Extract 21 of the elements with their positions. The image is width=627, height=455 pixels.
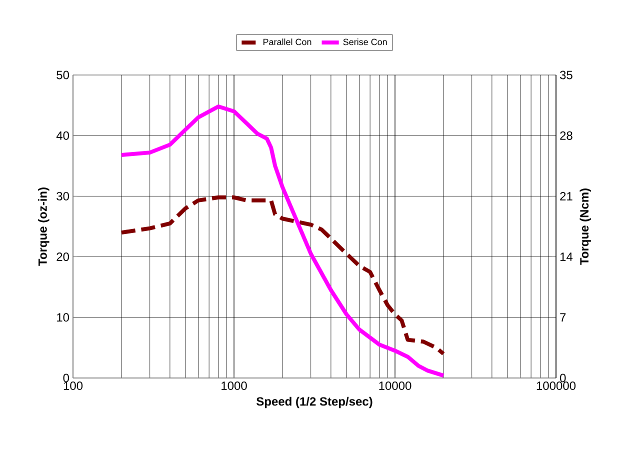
y-tick-label: 30 bbox=[56, 192, 70, 200]
y2-tick-label: 28 bbox=[560, 131, 572, 140]
y2-tick-label: 14 bbox=[560, 252, 573, 261]
y2-axis-title: Torque (Ncm) bbox=[580, 188, 591, 265]
y-tick-label: 20 bbox=[56, 252, 70, 262]
x-axis-title: Speed (1/2 Step/sec) bbox=[256, 396, 372, 408]
legend-label: Serise Con bbox=[343, 38, 387, 46]
y2-tick-label: 0 bbox=[560, 374, 566, 382]
x-tick-label: 10000 bbox=[379, 382, 412, 390]
y-tick-label: 0 bbox=[63, 374, 70, 382]
y-tick-label: 10 bbox=[57, 313, 70, 322]
y-axis-title: Torque (oz-in) bbox=[38, 188, 50, 266]
y2-tick-label: 35 bbox=[560, 70, 572, 80]
y-tick-label: 50 bbox=[56, 70, 70, 80]
x-tick-label: 100 bbox=[64, 382, 83, 390]
y2-tick-label: 7 bbox=[560, 313, 566, 322]
x-tick-label: 1000 bbox=[222, 382, 247, 390]
y-tick-label: 40 bbox=[56, 131, 70, 140]
legend-label: Parallel Con bbox=[263, 38, 312, 46]
y2-tick-label: 21 bbox=[560, 192, 572, 200]
x-tick-label: 100000 bbox=[536, 382, 576, 390]
